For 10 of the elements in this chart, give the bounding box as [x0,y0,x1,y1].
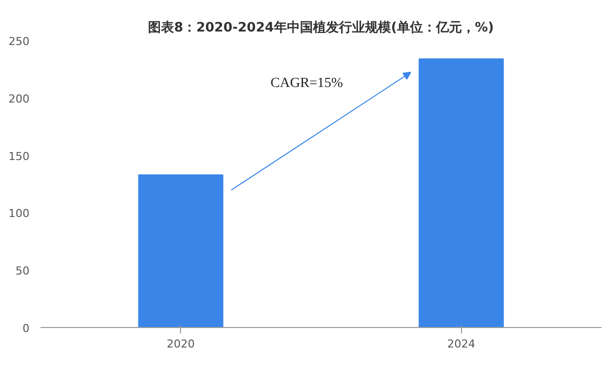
y-tick-label: 200 [8,92,30,106]
annotation: CAGR=15% [270,76,344,92]
y-tick-label: 250 [8,35,30,48]
y-tick-label: 50 [16,264,30,278]
y-tick-label: 100 [8,207,30,220]
chart-title: 图表8：2020-2024年中国植发行业规模(单位：亿元，%) [148,20,494,36]
x-tick-label: 2020 [166,338,195,350]
x-tick-label: 2024 [447,338,476,350]
y-tick-label: 0 [22,322,30,335]
y-tick-label: 150 [8,150,30,163]
